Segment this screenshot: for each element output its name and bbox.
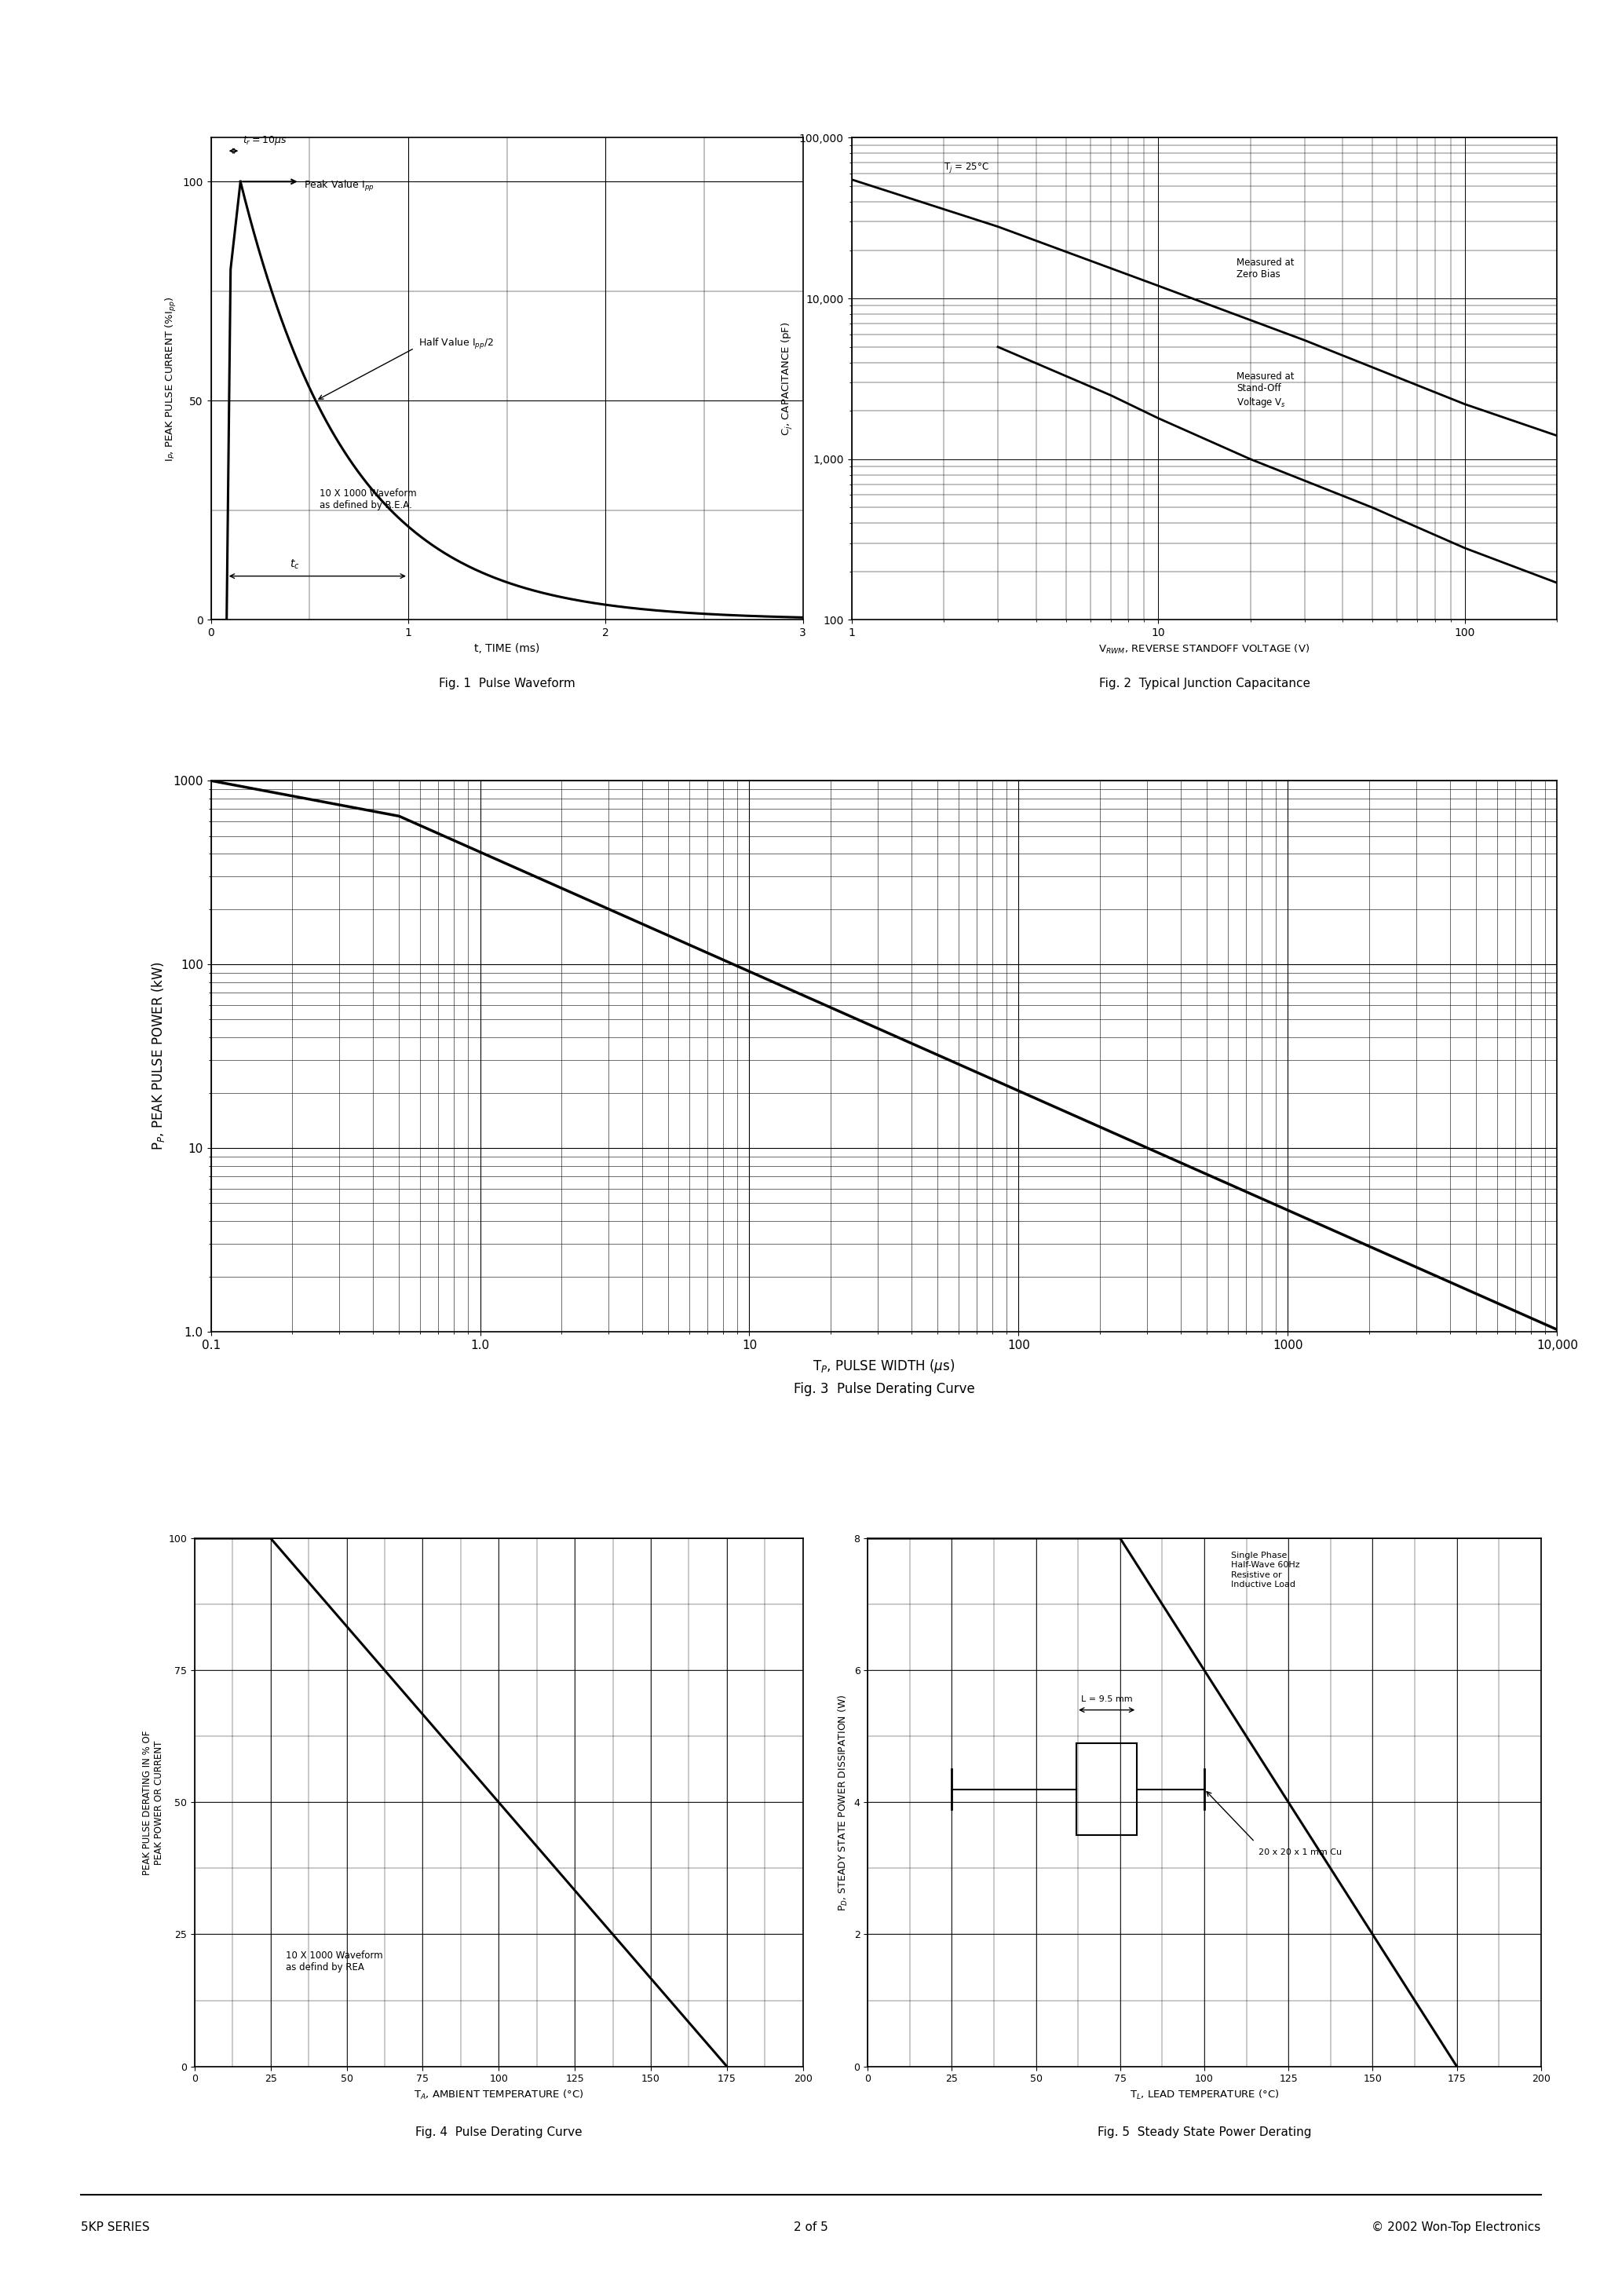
Text: 10 X 1000 Waveform
as defined by R.E.A.: 10 X 1000 Waveform as defined by R.E.A. — [320, 489, 417, 510]
Text: 20 x 20 x 1 mm Cu: 20 x 20 x 1 mm Cu — [1259, 1848, 1341, 1857]
X-axis label: T$_L$, LEAD TEMPERATURE (°C): T$_L$, LEAD TEMPERATURE (°C) — [1129, 2089, 1280, 2101]
Text: Fig. 2  Typical Junction Capacitance: Fig. 2 Typical Junction Capacitance — [1098, 677, 1311, 689]
Text: 5KP SERIES: 5KP SERIES — [81, 2220, 149, 2234]
Text: Single Phase
Half-Wave 60Hz
Resistive or
Inductive Load: Single Phase Half-Wave 60Hz Resistive or… — [1231, 1552, 1301, 1589]
X-axis label: V$_{RWM}$, REVERSE STANDOFF VOLTAGE (V): V$_{RWM}$, REVERSE STANDOFF VOLTAGE (V) — [1098, 643, 1311, 657]
Text: Measured at
Stand-Off
Voltage V$_s$: Measured at Stand-Off Voltage V$_s$ — [1236, 372, 1294, 409]
X-axis label: T$_A$, AMBIENT TEMPERATURE (°C): T$_A$, AMBIENT TEMPERATURE (°C) — [414, 2089, 584, 2101]
X-axis label: T$_P$, PULSE WIDTH ($\mu$s): T$_P$, PULSE WIDTH ($\mu$s) — [813, 1357, 955, 1375]
Text: Fig. 3  Pulse Derating Curve: Fig. 3 Pulse Derating Curve — [793, 1382, 975, 1396]
Text: Fig. 5  Steady State Power Derating: Fig. 5 Steady State Power Derating — [1098, 2126, 1311, 2138]
Text: Fig. 1  Pulse Waveform: Fig. 1 Pulse Waveform — [438, 677, 576, 689]
Text: $\mathit{t}_r = 10\mu s$: $\mathit{t}_r = 10\mu s$ — [242, 133, 287, 147]
Y-axis label: C$_j$, CAPACITANCE (pF): C$_j$, CAPACITANCE (pF) — [780, 321, 795, 436]
Text: Half Value I$_{pp}$/2: Half Value I$_{pp}$/2 — [418, 338, 493, 351]
Text: $t_c$: $t_c$ — [290, 558, 300, 572]
Text: Fig. 4  Pulse Derating Curve: Fig. 4 Pulse Derating Curve — [415, 2126, 582, 2138]
Y-axis label: P$_P$, PEAK PULSE POWER (kW): P$_P$, PEAK PULSE POWER (kW) — [149, 962, 167, 1150]
Text: © 2002 Won-Top Electronics: © 2002 Won-Top Electronics — [1372, 2220, 1541, 2234]
Text: Measured at
Zero Bias: Measured at Zero Bias — [1236, 257, 1294, 280]
Y-axis label: P$_D$, STEADY STATE POWER DISSIPATION (W): P$_D$, STEADY STATE POWER DISSIPATION (W… — [837, 1694, 850, 1910]
Text: 10 X 1000 Waveform
as defind by REA: 10 X 1000 Waveform as defind by REA — [285, 1949, 383, 1972]
Text: Peak Value I$_{pp}$: Peak Value I$_{pp}$ — [303, 179, 375, 193]
Text: T$_j$ = 25°C: T$_j$ = 25°C — [944, 161, 989, 174]
Text: 2 of 5: 2 of 5 — [793, 2220, 829, 2234]
Bar — [1077, 1743, 1137, 1835]
Y-axis label: PEAK PULSE DERATING IN % OF
PEAK POWER OR CURRENT: PEAK PULSE DERATING IN % OF PEAK POWER O… — [141, 1729, 164, 1876]
Y-axis label: I$_P$, PEAK PULSE CURRENT (%I$_{pp}$): I$_P$, PEAK PULSE CURRENT (%I$_{pp}$) — [164, 296, 178, 461]
Text: L = 9.5 mm: L = 9.5 mm — [1080, 1694, 1132, 1704]
X-axis label: t, TIME (ms): t, TIME (ms) — [474, 643, 540, 654]
